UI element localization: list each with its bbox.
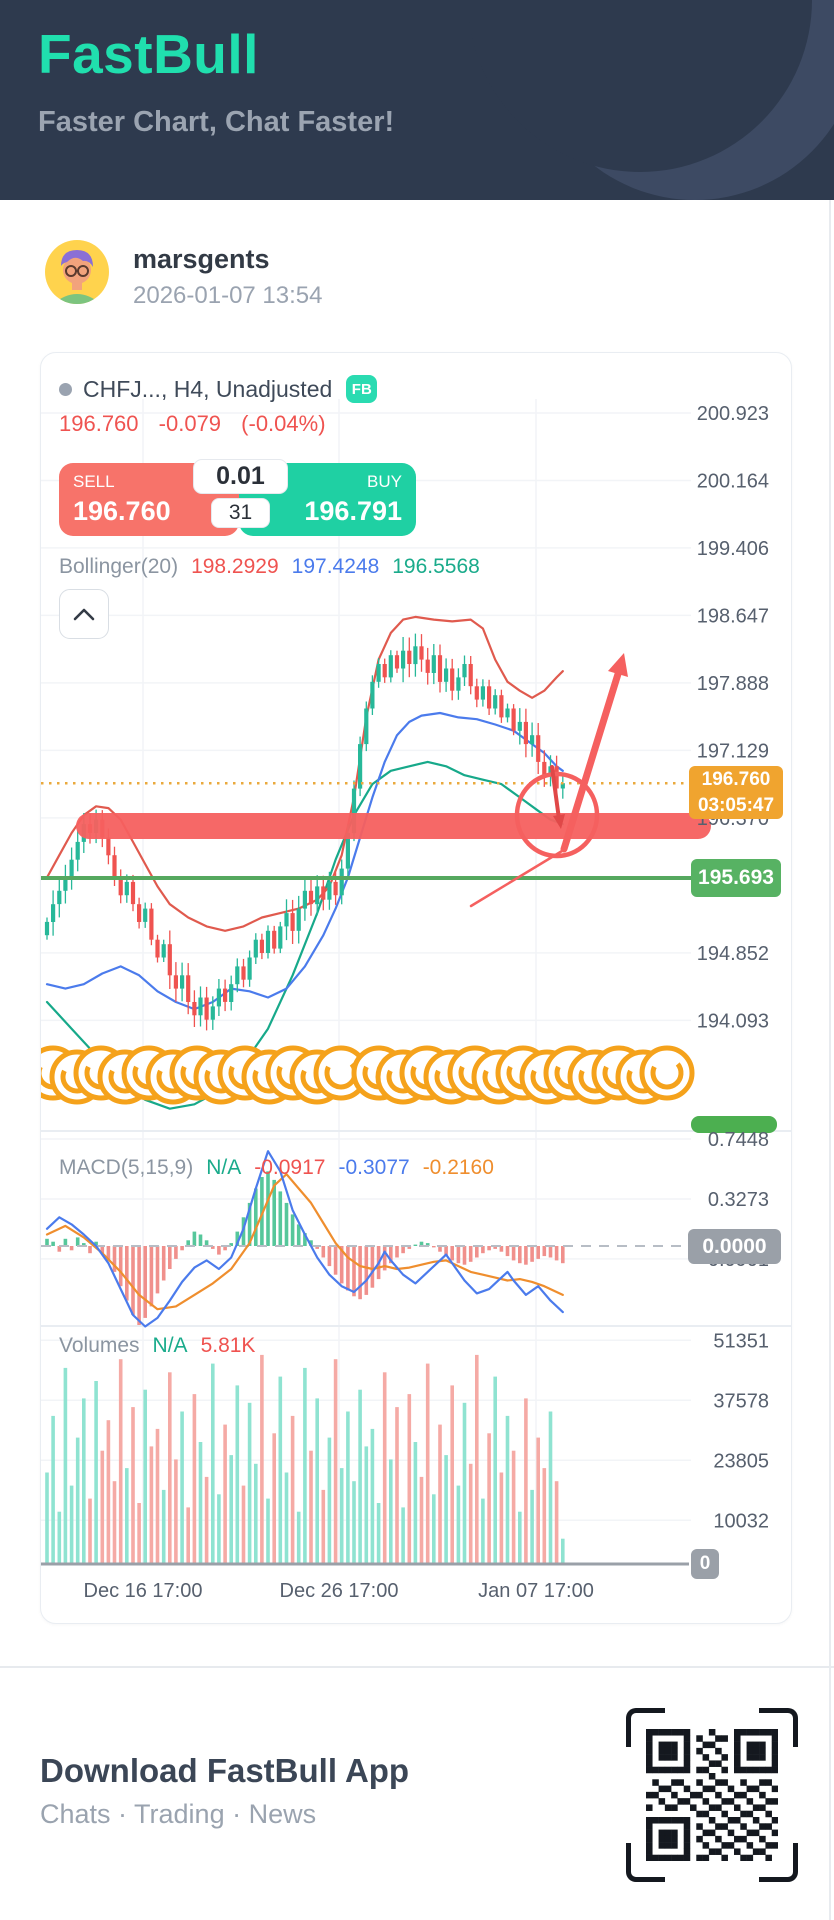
price-change-percent: (-0.04%) (241, 411, 326, 436)
avatar[interactable] (45, 240, 109, 304)
symbol-label[interactable]: CHFJ... (83, 375, 161, 402)
collapse-chevron-button[interactable] (59, 589, 109, 639)
download-subtitle: Chats · Trading · News (40, 1799, 317, 1829)
sell-price: 196.760 (73, 496, 171, 526)
app-header: FastBull Faster Chart, Chat Faster! (0, 0, 834, 200)
volumes-current-value: 5.81K (200, 1334, 256, 1357)
volumes-na-value: N/A (152, 1334, 188, 1357)
axis-tick-label: Jan 07 17:00 (478, 1580, 594, 1602)
macd-signal-value: -0.2160 (422, 1156, 494, 1179)
volumes-legend: Volumes N/A 5.81K (59, 1334, 255, 1358)
axis-tick-label: 51351 (713, 1330, 769, 1352)
bollinger-lower-value: 196.5568 (392, 555, 480, 578)
support-price-badge: 195.693 (691, 859, 781, 897)
page-edge-line (829, 200, 831, 1920)
axis-tick-label: 23805 (713, 1450, 769, 1472)
chart-card: 200.923 200.164 199.406 198.647 197.888 197.1… (40, 352, 792, 1624)
price-change: -0.079 (158, 411, 222, 436)
chart-title-row: CHFJ... , H4, Unadjusted FB (59, 373, 378, 405)
qr-corner-bracket (759, 1708, 798, 1747)
post-timestamp: 2026-01-07 13:54 (133, 282, 323, 309)
bollinger-middle-value: 197.4248 (291, 555, 380, 578)
qr-corner-bracket (759, 1843, 798, 1882)
axis-tick-label: 198.647 (697, 605, 769, 627)
qr-code-block (626, 1708, 798, 1882)
bollinger-legend: Bollinger(20) 198.2929 197.4248 196.5568 (59, 555, 480, 579)
volumes-label: Volumes (59, 1334, 140, 1357)
coin-watermark-row (41, 1045, 695, 1105)
buy-price: 196.791 (304, 496, 402, 526)
current-price-badge-price: 196.760 (701, 768, 771, 790)
lot-size-stepper[interactable]: 0.01 (193, 459, 288, 494)
macd-hist-value: -0.0917 (254, 1156, 326, 1179)
symbol-dot-icon (59, 382, 72, 396)
qr-code-image (646, 1729, 778, 1861)
resistance-band-annotation (76, 813, 711, 839)
axis-tick-label: 194.852 (697, 943, 769, 965)
bollinger-label: Bollinger(20) (59, 555, 179, 578)
qr-corner-bracket (626, 1708, 665, 1747)
macd-line-value: -0.3077 (338, 1156, 410, 1179)
timeframe-label: , H4, Unadjusted (160, 375, 333, 402)
fastbull-logo: FastBull (38, 23, 259, 85)
axis-tick-label: Dec 26 17:00 (280, 1580, 399, 1602)
chevron-up-icon (73, 608, 95, 621)
download-title: Download FastBull App (40, 1752, 410, 1789)
current-price-badge: 196.760 03:05:47 (689, 766, 783, 819)
axis-tick-label: 0.7448 (708, 1129, 769, 1151)
axis-tick-label: 37578 (713, 1390, 769, 1412)
axis-tick-label: 200.923 (697, 403, 769, 425)
bollinger-upper-value: 198.2929 (191, 555, 279, 578)
sell-label: SELL (73, 472, 115, 491)
buy-label: BUY (367, 472, 402, 491)
macd-legend: MACD(5,15,9) N/A -0.0917 -0.3077 -0.2160 (59, 1156, 494, 1180)
macd-na-value: N/A (206, 1156, 242, 1179)
qr-corner-bracket (626, 1843, 665, 1882)
volume-bars (45, 1354, 565, 1564)
username: marsgents (133, 244, 270, 274)
fastbull-fb-badge: FB (346, 375, 378, 403)
axis-tick-label: 200.164 (697, 471, 769, 493)
quote-row: 196.760 -0.079 (-0.04%) (59, 411, 326, 437)
axis-tick-label: 197.888 (697, 673, 769, 695)
candles (44, 633, 565, 1031)
current-price-badge-countdown: 03:05:47 (697, 794, 775, 816)
volume-zero-badge: 0 (691, 1549, 719, 1579)
header-tagline: Faster Chart, Chat Faster! (38, 106, 395, 138)
footer-divider (0, 1666, 834, 1668)
axis-tick-label: Dec 16 17:00 (84, 1580, 203, 1602)
spread-value[interactable]: 31 (211, 498, 270, 528)
macd-zero-badge: 0.0000 (688, 1229, 781, 1264)
macd-histogram (45, 1171, 565, 1325)
chart-canvas[interactable]: 200.923 200.164 199.406 198.647 197.888 197.1… (41, 353, 791, 1623)
axis-tick-label: 197.129 (697, 740, 769, 762)
axis-tick-label: 199.406 (697, 538, 769, 560)
axis-tick-label: 194.093 (697, 1010, 769, 1032)
last-price: 196.760 (59, 411, 139, 436)
axis-tick-label: 10032 (713, 1510, 769, 1532)
macd-label: MACD(5,15,9) (59, 1156, 194, 1179)
retest-circle-arrow-annotation (469, 653, 628, 908)
axis-tick-label: 0.3273 (708, 1189, 769, 1211)
